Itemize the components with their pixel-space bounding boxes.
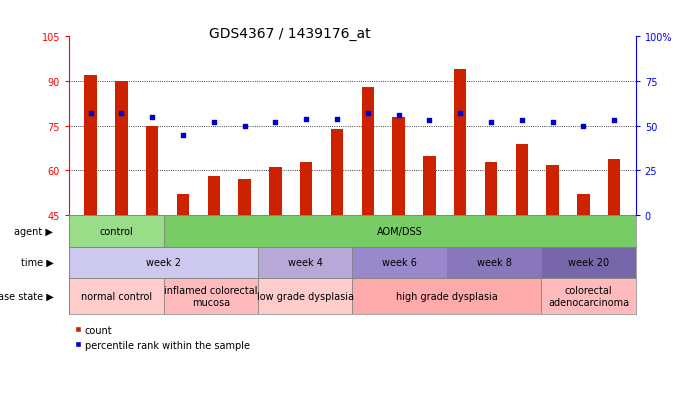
Point — [578, 123, 589, 130]
Bar — [238, 180, 251, 216]
Bar — [69, 216, 164, 247]
Point — [239, 123, 250, 130]
Text: AOM/DSS: AOM/DSS — [377, 226, 422, 236]
Bar — [258, 247, 352, 278]
Bar — [547, 165, 559, 216]
Text: disease state ▶: disease state ▶ — [0, 291, 53, 301]
Bar — [258, 278, 352, 314]
Bar — [69, 247, 258, 278]
Bar — [300, 162, 312, 216]
Bar — [541, 247, 636, 278]
Text: week 6: week 6 — [382, 258, 417, 268]
Bar — [608, 159, 621, 216]
Bar — [515, 144, 528, 216]
Text: agent ▶: agent ▶ — [15, 226, 53, 236]
Text: time ▶: time ▶ — [21, 258, 53, 268]
Text: control: control — [100, 226, 133, 236]
Text: low grade dysplasia: low grade dysplasia — [256, 291, 354, 301]
Bar — [352, 247, 447, 278]
Point — [85, 111, 96, 117]
Bar — [577, 195, 589, 216]
Legend: count, percentile rank within the sample: count, percentile rank within the sample — [74, 325, 249, 350]
Text: normal control: normal control — [81, 291, 152, 301]
Point — [424, 118, 435, 124]
Text: week 20: week 20 — [568, 258, 609, 268]
Bar — [392, 118, 405, 216]
Point — [609, 118, 620, 124]
Text: colorectal
adenocarcinoma: colorectal adenocarcinoma — [548, 285, 629, 307]
Point — [547, 119, 558, 126]
Bar — [352, 278, 541, 314]
Bar — [485, 162, 497, 216]
Bar — [146, 126, 158, 216]
Point — [455, 111, 466, 117]
Point — [270, 119, 281, 126]
Point — [332, 116, 343, 123]
Point — [393, 112, 404, 119]
Bar — [331, 129, 343, 216]
Bar — [361, 88, 374, 216]
Bar — [208, 177, 220, 216]
Text: inflamed colorectal
mucosa: inflamed colorectal mucosa — [164, 285, 258, 307]
Bar — [164, 216, 636, 247]
Bar — [454, 70, 466, 216]
Bar — [84, 76, 97, 216]
Bar — [177, 195, 189, 216]
Point — [116, 111, 127, 117]
Point — [301, 116, 312, 123]
Bar — [164, 278, 258, 314]
Bar — [541, 278, 636, 314]
Point — [486, 119, 497, 126]
Point — [146, 114, 158, 121]
Point — [516, 118, 527, 124]
Text: GDS4367 / 1439176_at: GDS4367 / 1439176_at — [209, 27, 371, 41]
Bar — [69, 278, 164, 314]
Text: week 2: week 2 — [146, 258, 181, 268]
Point — [208, 119, 219, 126]
Bar — [115, 82, 128, 216]
Text: week 8: week 8 — [477, 258, 511, 268]
Bar — [423, 156, 435, 216]
Text: week 4: week 4 — [287, 258, 323, 268]
Point — [178, 132, 189, 139]
Point — [362, 111, 373, 117]
Bar — [269, 168, 282, 216]
Text: high grade dysplasia: high grade dysplasia — [396, 291, 498, 301]
Bar — [447, 247, 541, 278]
